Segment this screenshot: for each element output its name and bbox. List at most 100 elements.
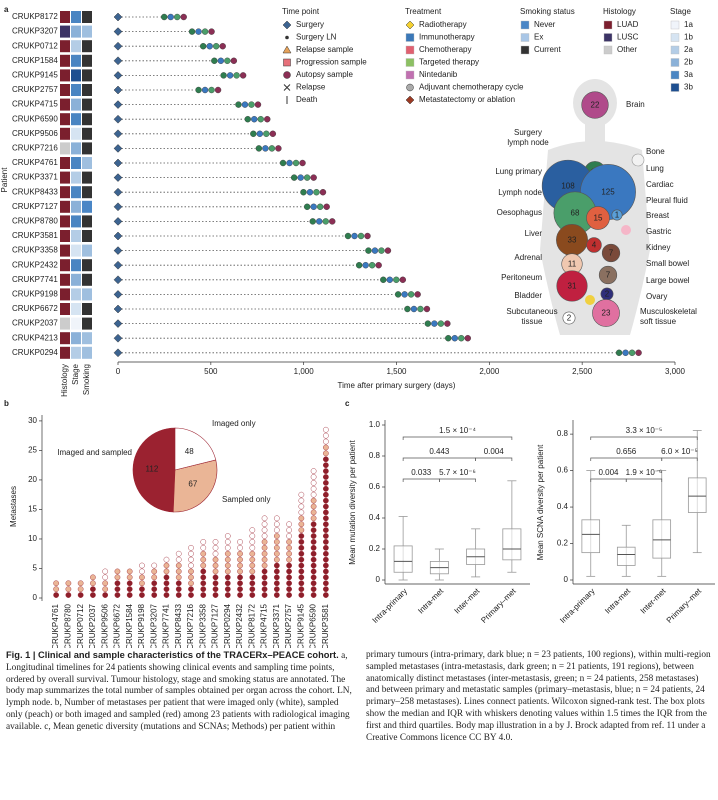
marker xyxy=(113,173,123,182)
metastasis-dot xyxy=(310,586,317,592)
metastasis-dot xyxy=(261,539,268,545)
track-cell xyxy=(82,200,92,213)
marker xyxy=(113,202,123,212)
track-cell xyxy=(82,230,92,242)
body-site-label: Oesophagus xyxy=(497,208,542,217)
track-cell xyxy=(60,98,70,111)
legend-label: Other xyxy=(617,45,637,54)
metastasis-dot xyxy=(261,515,268,522)
dot-stack-segment xyxy=(126,580,133,598)
metastasis-dot xyxy=(90,586,96,592)
y-tick-label: 10 xyxy=(28,534,37,543)
metastasis-dot xyxy=(298,521,305,528)
metastasis-dot xyxy=(323,586,329,592)
dot-stack-segment xyxy=(200,568,207,598)
metastasis-dot xyxy=(249,550,256,557)
metastasis-dot xyxy=(175,562,182,569)
dot-stack-segment xyxy=(237,574,243,598)
metastasis-dot xyxy=(261,544,268,551)
metastasis-dot xyxy=(298,562,305,569)
metastasis-dot xyxy=(310,533,317,539)
x-tick-label: CRUKP0712 xyxy=(76,603,85,648)
dot-stack-segment xyxy=(310,497,317,522)
dot-stack-segment xyxy=(298,491,305,516)
track-cell xyxy=(60,288,70,301)
bubble-label: 15 xyxy=(594,214,603,223)
track-cell xyxy=(82,127,92,140)
metastasis-dot xyxy=(53,580,59,587)
body-site-label: Brain xyxy=(626,100,645,109)
metastasis-dot xyxy=(323,468,329,474)
bubble-label: 125 xyxy=(601,188,615,197)
autopsy-dot xyxy=(299,159,306,167)
autopsy-dot xyxy=(199,43,207,50)
dot-stack-segment xyxy=(323,456,329,598)
dot-stack-segment xyxy=(273,515,280,533)
autopsy-dot xyxy=(310,203,317,211)
autopsy-samples xyxy=(344,232,371,240)
metastasis-dot xyxy=(139,568,145,575)
metastasis-dot xyxy=(298,586,305,592)
metastasis-dot xyxy=(224,539,231,545)
track-cell xyxy=(82,69,92,82)
pie-slice xyxy=(172,459,218,513)
autopsy-samples xyxy=(195,86,222,94)
autopsy-dot xyxy=(371,247,379,254)
legend-label: Relapse sample xyxy=(296,45,354,54)
metastasis-dot xyxy=(310,544,317,551)
autopsy-samples xyxy=(250,130,277,138)
metastasis-dot xyxy=(224,580,231,587)
marker xyxy=(670,58,680,67)
patient-label: CRUKP8172 xyxy=(12,12,58,21)
metastasis-dot xyxy=(237,544,243,551)
metastasis-dot xyxy=(273,539,280,545)
track-cell xyxy=(71,69,81,82)
dot-stack-segment xyxy=(102,592,109,598)
autopsy-dot xyxy=(250,130,257,138)
track-cell xyxy=(82,303,92,315)
autopsy-dot xyxy=(445,335,452,342)
metastasis-dot xyxy=(212,539,219,545)
legend-label: LUSC xyxy=(617,33,639,42)
legend-label: Ex xyxy=(534,33,543,42)
body-site-label: Surgery xyxy=(514,128,542,137)
legend-label: Current xyxy=(534,45,561,54)
metastasis-dot xyxy=(126,592,133,598)
significance-bracket xyxy=(402,436,513,440)
metastasis-dot xyxy=(286,580,292,587)
autopsy-dot xyxy=(424,320,432,327)
x-tick-label: CRUKP2037 xyxy=(88,603,97,648)
metastasis-dot xyxy=(310,468,317,474)
marker xyxy=(405,95,415,105)
metastasis-dot xyxy=(261,580,268,587)
metastasis-dot xyxy=(298,527,305,533)
autopsy-dot xyxy=(399,276,406,283)
metastasis-dot xyxy=(261,521,268,528)
legend-label: Relapse xyxy=(296,83,326,92)
autopsy-dot xyxy=(241,101,249,108)
x-tick-label: Intra-met xyxy=(416,586,446,616)
metastasis-dot xyxy=(298,580,305,587)
autopsy-samples xyxy=(404,305,431,313)
track-label: Stage xyxy=(71,363,80,384)
bubble-label: 33 xyxy=(568,236,577,245)
patient-label: CRUKP7216 xyxy=(12,144,58,153)
metastasis-dot xyxy=(310,592,317,598)
autopsy-dot xyxy=(423,305,431,313)
x-tick-label: Intra-primary xyxy=(371,587,409,625)
marker xyxy=(520,33,530,42)
metastasis-dot xyxy=(298,503,305,510)
metastasis-dot xyxy=(200,556,207,563)
body-site-bubble xyxy=(556,270,588,302)
panel-label: c xyxy=(345,399,350,408)
metastasis-dot xyxy=(323,462,329,469)
dot-stack-segment xyxy=(261,539,268,569)
marker xyxy=(285,35,289,40)
bubble-label: 7 xyxy=(606,271,611,280)
marker xyxy=(113,187,123,197)
track-cell xyxy=(71,157,81,169)
metastasis-dot xyxy=(212,580,219,587)
patient-label: CRUKP4213 xyxy=(12,333,58,342)
x-tick-label: Inter-met xyxy=(639,586,669,616)
body-site-label: lymph node xyxy=(507,138,549,147)
